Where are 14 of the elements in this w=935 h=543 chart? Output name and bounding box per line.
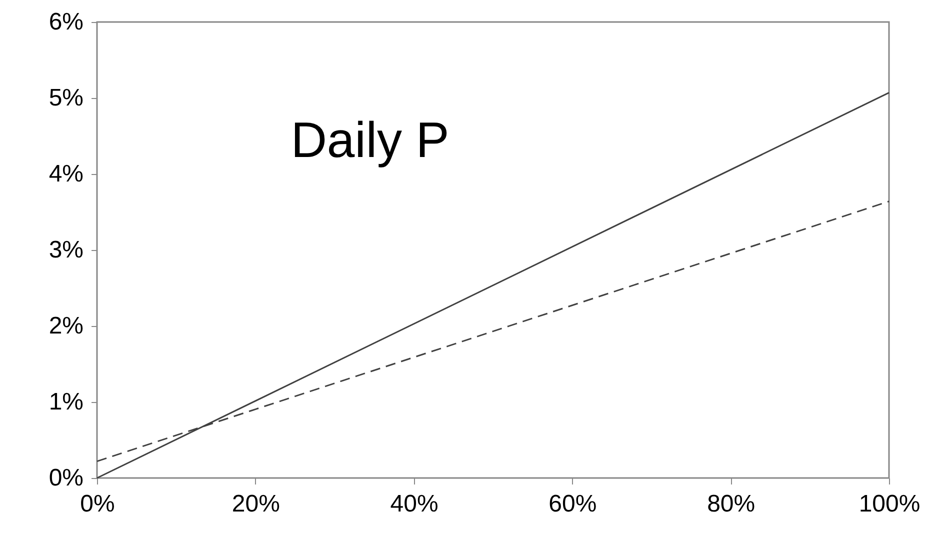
- y-tick-label: 3%: [48, 236, 84, 264]
- y-tick-label: 1%: [48, 388, 84, 416]
- x-tick-label: 40%: [390, 490, 438, 518]
- x-tick-label: 20%: [232, 490, 280, 518]
- y-tick-label: 4%: [48, 160, 84, 188]
- x-tick-label: 60%: [548, 490, 597, 518]
- annotation: Daily P: [290, 112, 450, 168]
- x-tick-label: 80%: [707, 490, 756, 518]
- x-tick-label: 0%: [80, 490, 115, 518]
- y-tick-label: 6%: [48, 8, 84, 36]
- x-tick-label: 100%: [858, 490, 920, 518]
- y-tick-label: 5%: [48, 84, 84, 112]
- y-tick-label: 0%: [48, 464, 84, 492]
- y-tick-label: 2%: [48, 312, 84, 340]
